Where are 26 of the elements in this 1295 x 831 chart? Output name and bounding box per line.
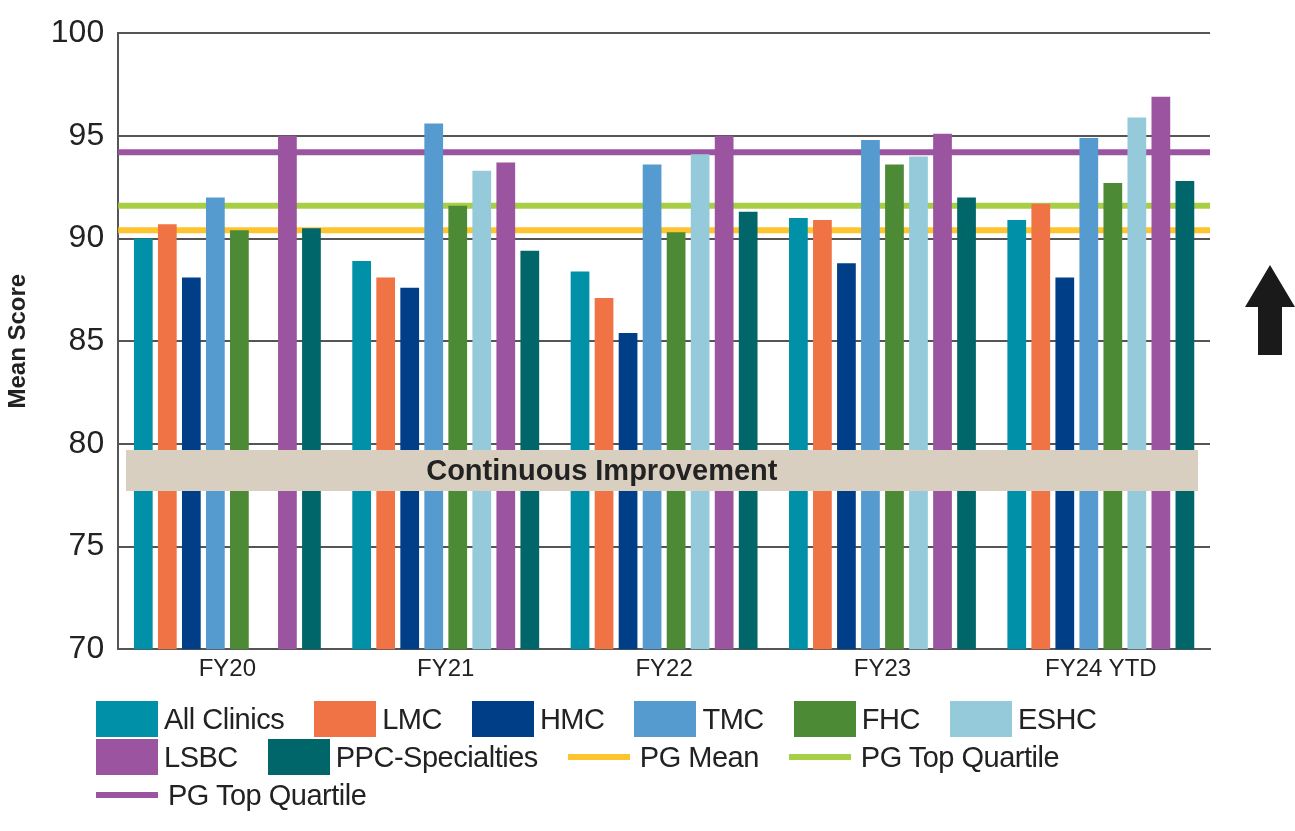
legend-label: All Clinics — [164, 702, 285, 736]
y-axis-title: Mean Score — [3, 273, 31, 409]
y-tick-label: 80 — [68, 423, 105, 460]
annotation: Continuous Improvement — [426, 454, 778, 488]
x-tick-label: FY22 — [635, 654, 693, 682]
legend-label: PG Top Quartile — [860, 740, 1060, 774]
x-tick-label: FY24 YTD — [1045, 654, 1157, 682]
legend-label: HMC — [539, 702, 605, 736]
x-tick-label: FY21 — [417, 654, 475, 682]
legend-label: PPC-Specialties — [335, 740, 538, 774]
legend-label: LSBC — [164, 740, 238, 774]
y-tick-label: 95 — [68, 115, 105, 152]
legend-label: PG Mean — [639, 740, 759, 774]
y-tick-label: 75 — [68, 526, 105, 563]
legend-label: LMC — [382, 702, 442, 736]
x-tick-label: FY20 — [198, 654, 257, 682]
legend-label: FHC — [861, 702, 920, 736]
y-tick-label: 90 — [68, 218, 105, 255]
y-tick-label: 85 — [68, 321, 105, 358]
legend-label: TMC — [702, 702, 764, 736]
y-tick-label: 70 — [68, 629, 105, 666]
x-tick-label: FY23 — [853, 654, 912, 682]
legend-label: ESHC — [1017, 702, 1097, 736]
y-tick-label: 100 — [50, 13, 105, 50]
label-box: Continuous Improvement — [126, 450, 1198, 492]
legend-label: PG Top Quartile — [168, 778, 367, 812]
